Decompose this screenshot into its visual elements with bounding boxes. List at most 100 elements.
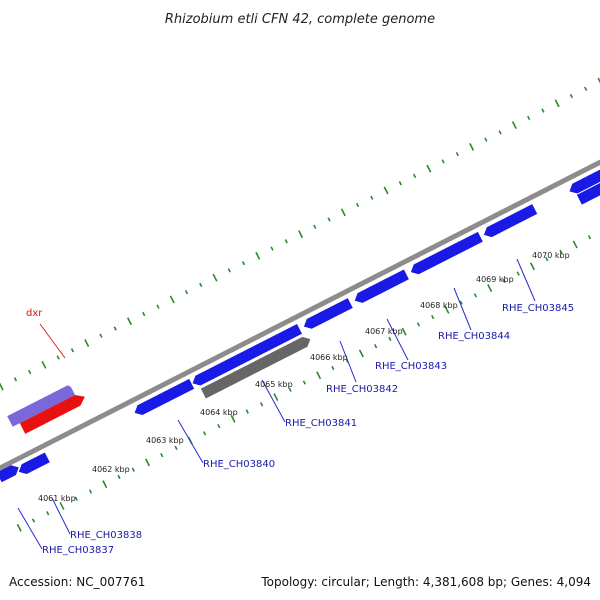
leader-line [51, 497, 71, 535]
tick-mark [313, 224, 317, 229]
tick-mark [302, 380, 306, 385]
tick-mark [59, 502, 65, 510]
tick-mark [412, 173, 417, 179]
dxr-label[interactable]: dxr [26, 308, 43, 319]
tick-mark [459, 300, 463, 305]
tick-mark [13, 377, 18, 382]
kbp-label: 4063 kbp [146, 436, 184, 445]
kbp-label: 4061 kbp [38, 494, 76, 503]
tick-mark [431, 314, 435, 320]
tick-mark [212, 273, 218, 282]
tick-mark [74, 496, 78, 501]
gene-arrow[interactable] [0, 463, 21, 483]
tick-mark [358, 349, 364, 358]
tick-mark [245, 409, 249, 414]
gene-arrow[interactable] [567, 150, 600, 196]
tick-mark [388, 336, 392, 342]
tick-mark [88, 489, 93, 494]
tick-mark [559, 249, 563, 254]
tick-mark [383, 186, 389, 195]
kbp-label: 4067 kbp [365, 327, 403, 336]
tick-mark [199, 282, 203, 288]
tick-mark [70, 348, 75, 353]
tick-mark [46, 511, 50, 516]
tick-mark [441, 159, 445, 164]
gene-label[interactable]: RHE_CH03844 [438, 331, 510, 342]
gene-label[interactable]: RHE_CH03837 [42, 545, 114, 556]
tick-mark [202, 431, 207, 436]
tick-mark [355, 202, 360, 208]
tick-mark [498, 130, 502, 135]
gene-arrow[interactable] [301, 298, 353, 331]
gene-label[interactable]: RHE_CH03842 [326, 384, 398, 395]
tick-mark [569, 93, 574, 99]
tick-mark [126, 317, 133, 326]
gene-label[interactable]: RHE_CH03845 [502, 303, 574, 314]
tick-mark [370, 195, 374, 200]
kbp-label: 4070 kbp [532, 251, 570, 260]
gene-arrow[interactable] [200, 334, 313, 399]
kbp-label: 4066 kbp [310, 353, 348, 362]
accession-text: Accession: NC_007761 [9, 575, 145, 589]
tick-mark [527, 115, 531, 120]
gene-arrow[interactable] [352, 269, 409, 305]
tick-mark [160, 452, 164, 458]
gene-label[interactable]: RHE_CH03841 [285, 418, 357, 429]
tick-mark [169, 295, 175, 304]
map-title: Rhizobium etli CFN 42, complete genome [165, 12, 435, 27]
gene-label[interactable]: RHE_CH03838 [70, 530, 142, 541]
tick-mark [56, 355, 60, 360]
dxr-gene-inner[interactable] [19, 391, 88, 434]
kbp-label: 4064 kbp [200, 408, 238, 417]
tick-mark [516, 271, 520, 276]
leader-line [386, 318, 409, 361]
tick-mark [298, 230, 304, 238]
kbp-label: 4069 kbp [476, 275, 514, 284]
tick-mark [511, 121, 517, 130]
kbp-label: 4065 kbp [255, 380, 293, 389]
gene-label[interactable]: RHE_CH03840 [203, 459, 275, 470]
tick-mark [529, 262, 535, 271]
tick-mark [241, 260, 246, 266]
tick-mark [469, 142, 475, 151]
tick-mark [28, 369, 32, 375]
kbp-label: 4062 kbp [92, 465, 130, 474]
dxr-leader-line [39, 323, 66, 359]
tick-mark [84, 339, 90, 347]
tick-mark [487, 284, 493, 293]
tick-mark [270, 246, 274, 251]
tick-mark [31, 518, 36, 523]
tick-mark [184, 290, 189, 295]
gene-label[interactable]: RHE_CH03843 [375, 361, 447, 372]
kbp-label: 4068 kbp [420, 301, 458, 310]
leader-line [177, 419, 204, 464]
tick-mark [142, 311, 146, 317]
tick-mark [288, 387, 292, 392]
gene-arrow[interactable] [481, 204, 538, 240]
tick-mark [572, 240, 578, 249]
gene-arrow[interactable] [408, 231, 483, 277]
gene-arrow[interactable] [132, 378, 195, 418]
gene-arrow[interactable] [576, 159, 600, 205]
tick-mark [0, 382, 4, 391]
tick-mark [99, 333, 103, 338]
leader-line [339, 340, 357, 383]
tick-mark [398, 181, 402, 186]
label-leader-lines [17, 258, 536, 550]
dxr-gene-outer[interactable] [7, 384, 76, 427]
tick-mark [541, 108, 545, 113]
tick-mark [145, 458, 151, 467]
tick-mark [331, 365, 335, 371]
tick-mark [284, 239, 288, 244]
gene-arrow[interactable] [190, 323, 302, 388]
gene-arrow[interactable] [16, 452, 50, 476]
tick-mark [401, 327, 407, 336]
leader-line [261, 379, 286, 423]
tick-mark [374, 344, 378, 349]
leader-line [453, 287, 472, 331]
labels: 4061 kbp 4062 kbp 4063 kbp 4064 kbp 4065 kbp… [26, 251, 574, 556]
tick-mark [255, 251, 261, 260]
leader-line [516, 258, 536, 302]
gene-features [0, 150, 600, 483]
